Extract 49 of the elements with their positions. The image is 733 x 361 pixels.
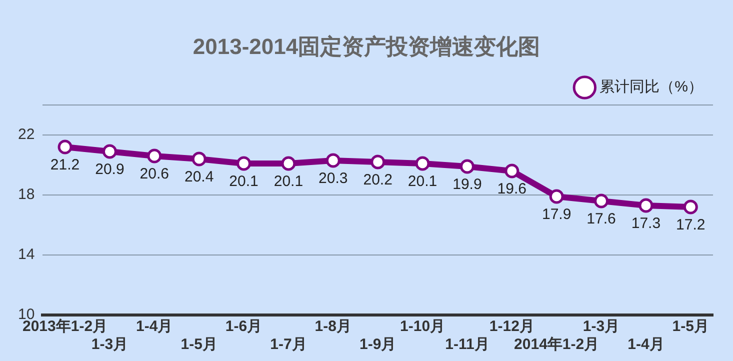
data-label: 20.2 [363,172,392,189]
data-label: 17.3 [631,215,661,232]
data-label: 17.6 [586,210,616,228]
data-label: 17.2 [676,216,706,234]
x-tick-label: 1-9月 [360,336,396,354]
data-label: 19.6 [497,180,527,198]
point [460,159,474,174]
x-tick-label: 1-8月 [314,318,352,336]
data-label: 20.9 [95,161,124,178]
point [192,152,206,166]
data-label: 20.6 [140,166,170,183]
point [549,189,564,204]
point [415,156,430,171]
x-tick-label: 1-6月 [225,318,262,336]
data-label: 20.4 [184,168,214,186]
point [58,140,72,154]
data-label: 21.2 [50,156,80,174]
x-tick-label: 1-5月 [672,318,709,336]
data-label: 20.3 [318,170,348,188]
x-tick-label: 1-11月 [445,336,490,354]
point [326,153,340,168]
chart-title: 2013-2014固定资产投资增速变化图 [192,33,542,61]
point [370,154,386,170]
data-label: 20.1 [274,173,304,190]
y-tick-label: 14 [18,246,35,264]
data-label: 20.1 [408,173,438,190]
point [638,198,654,213]
x-tick-label: 2014年1-2月 [514,336,600,354]
y-tick-label: 18 [18,186,35,204]
x-tick-label: 1-3月 [582,318,620,336]
x-tick-label: 1-7月 [270,336,307,354]
point [102,144,117,159]
point [281,156,296,171]
x-tick-label: 1-4月 [136,318,173,336]
point [683,200,698,214]
point [594,194,609,208]
x-tick-label: 1-4月 [628,336,664,354]
legend-label: 累计同比（%） [600,78,704,96]
x-tick-label: 1-5月 [180,336,218,354]
data-label: 20.1 [229,173,258,190]
x-tick-label: 1-10月 [400,318,446,336]
x-tick-label: 1-12月 [489,318,534,336]
point [504,164,520,178]
y-tick-label: 22 [18,126,35,144]
x-tick-label: 1-3月 [91,336,128,354]
point [236,156,252,171]
data-label: 17.9 [542,206,572,224]
data-label: 19.9 [452,176,482,194]
point [147,148,162,164]
